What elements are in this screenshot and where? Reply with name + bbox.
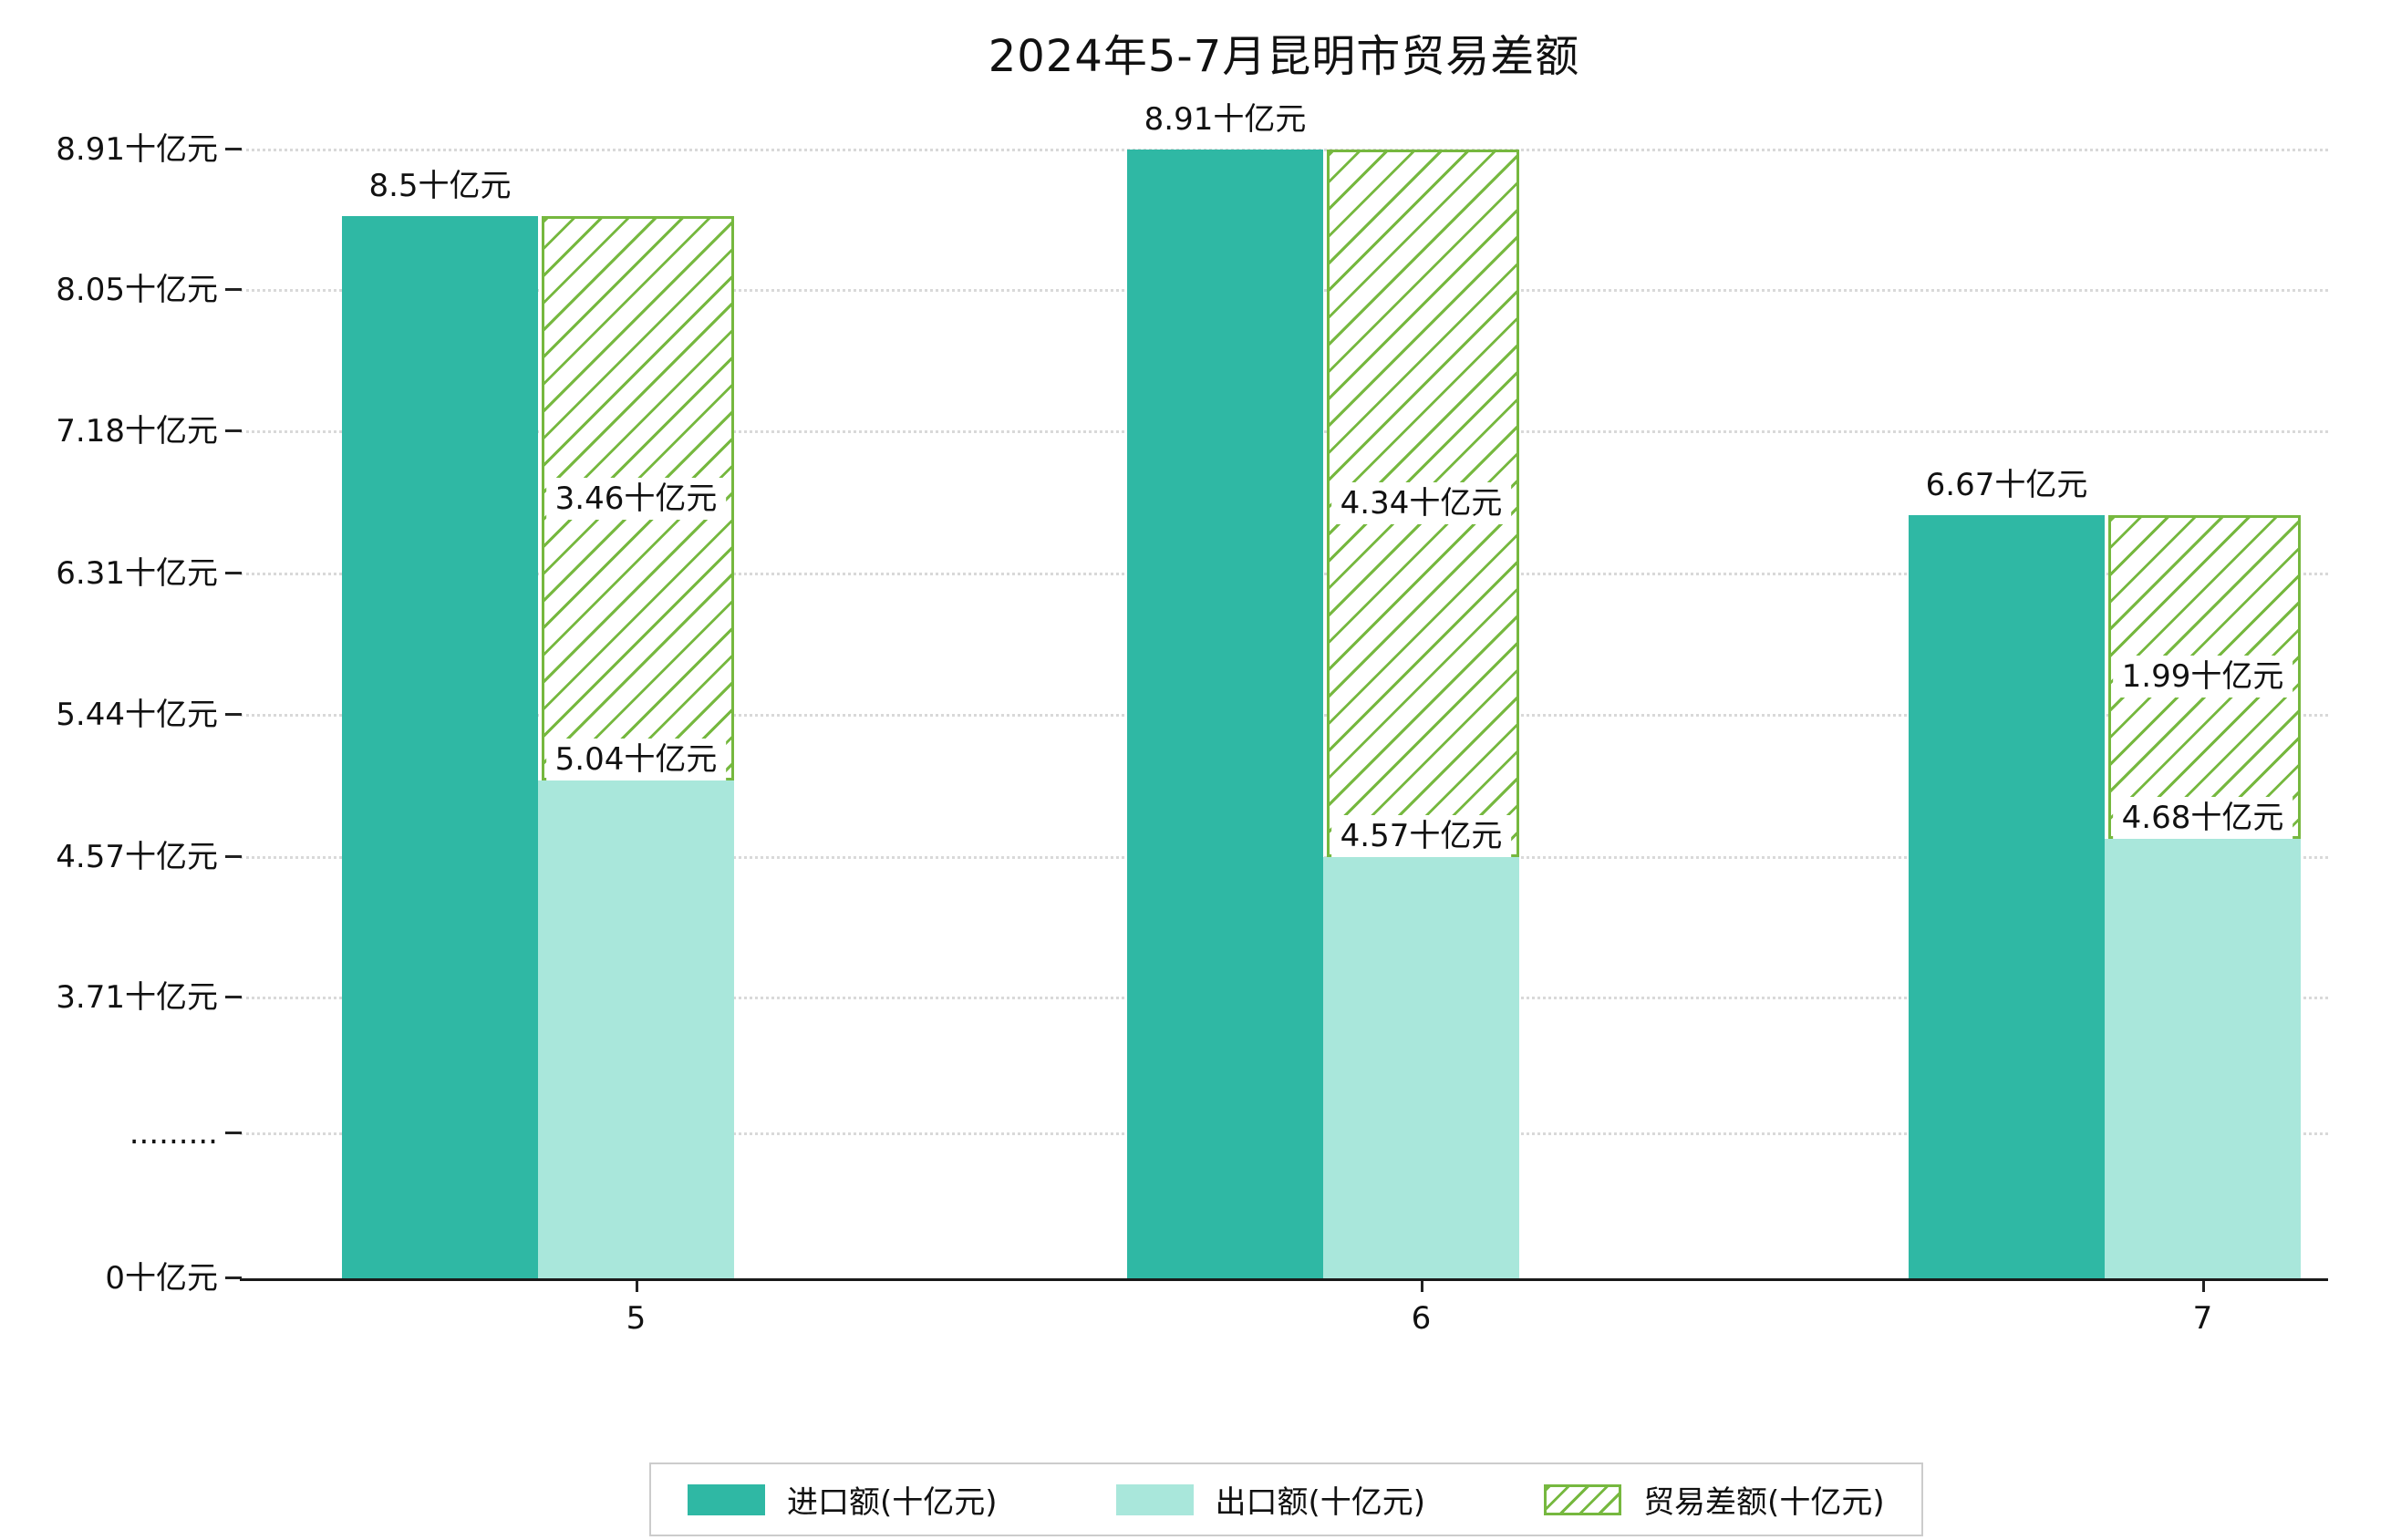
y-tick-mark (225, 1132, 242, 1134)
y-tick-mark (225, 148, 242, 150)
y-axis-tick-label: 6.31十亿元 (56, 554, 218, 592)
import-value-label: 8.91十亿元 (1134, 98, 1316, 140)
y-axis-break-label: ......... (129, 1115, 218, 1152)
legend-item: 贸易差额(十亿元) (1544, 1477, 1885, 1522)
import-value-label: 8.5十亿元 (359, 165, 521, 208)
y-tick-mark (225, 995, 242, 998)
chart-title: 2024年5-7月昆明市贸易差额 (988, 31, 1580, 82)
trade-balance-value-label: 3.46十亿元 (545, 477, 727, 520)
export-bar (1323, 856, 1519, 1278)
x-axis-tick-label: 6 (1411, 1300, 1432, 1337)
trade-balance-value-label: 1.99十亿元 (2112, 656, 2293, 698)
y-axis-tick-label: 8.91十亿元 (56, 131, 218, 168)
legend-label: 出口额(十亿元) (1215, 1484, 1426, 1521)
export-bar (538, 780, 734, 1278)
y-axis-tick-label: 3.71十亿元 (56, 978, 218, 1016)
hatched-swatch-icon (1544, 1483, 1622, 1515)
y-tick-mark (225, 571, 242, 574)
y-tick-mark (225, 287, 242, 291)
x-axis-tick-label: 5 (626, 1300, 647, 1337)
import-value-label: 6.67十亿元 (1916, 463, 2097, 506)
export-value-label: 4.57十亿元 (1330, 814, 1512, 857)
y-tick-mark (225, 429, 242, 433)
y-axis-tick-label: 8.05十亿元 (56, 271, 218, 308)
y-tick-mark (225, 1276, 242, 1279)
x-tick-mark (635, 1281, 638, 1292)
export-value-label: 5.04十亿元 (545, 738, 727, 780)
color-swatch-icon (1115, 1483, 1194, 1515)
x-axis-line (240, 1278, 2328, 1281)
trade-balance-value-label: 4.34十亿元 (1330, 481, 1512, 524)
legend-label: 贸易差额(十亿元) (1643, 1484, 1885, 1521)
color-swatch-icon (688, 1483, 765, 1515)
legend: 进口额(十亿元) 出口额(十亿元) 贸易差额(十亿元) (649, 1462, 1923, 1536)
y-axis-tick-label: 0十亿元 (105, 1260, 218, 1297)
x-tick-mark (2201, 1281, 2205, 1292)
y-tick-mark (225, 854, 242, 858)
export-value-label: 4.68十亿元 (2112, 797, 2293, 840)
x-axis-tick-label: 7 (2192, 1300, 2213, 1337)
y-axis-tick-label: 7.18十亿元 (56, 413, 218, 450)
import-bar (1127, 150, 1323, 1278)
import-bar (1909, 514, 2105, 1278)
x-tick-mark (1420, 1281, 1423, 1292)
y-axis-tick-label: 4.57十亿元 (56, 838, 218, 875)
legend-label: 进口额(十亿元) (787, 1484, 998, 1521)
legend-item: 进口额(十亿元) (688, 1477, 998, 1522)
y-axis-tick-label: 5.44十亿元 (56, 697, 218, 734)
export-bar (2105, 839, 2301, 1278)
y-tick-mark (225, 713, 242, 717)
import-bar (342, 216, 538, 1278)
legend-item: 出口额(十亿元) (1115, 1477, 1426, 1522)
